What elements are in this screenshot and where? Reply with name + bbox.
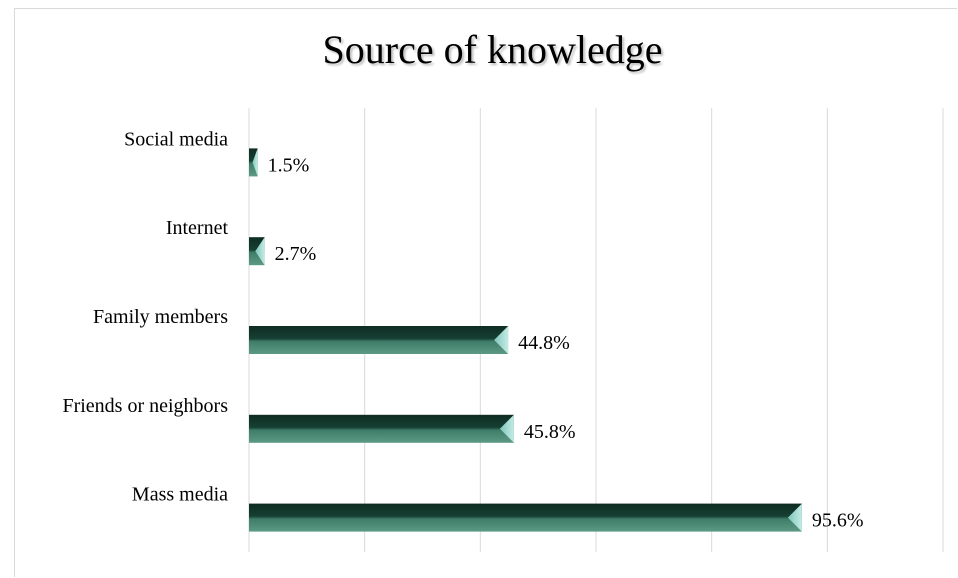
data-label: 44.8%: [518, 332, 570, 354]
bar-tip: [255, 237, 265, 266]
data-label: 1.5%: [268, 154, 310, 176]
bar-mass-media: [249, 503, 802, 532]
data-label: 45.8%: [524, 421, 576, 443]
category-label: Mass media: [132, 484, 228, 506]
data-label: 95.6%: [812, 510, 864, 532]
category-label: Friends or neighbors: [62, 395, 228, 417]
category-label: Family members: [93, 306, 228, 328]
category-label: Social media: [124, 128, 228, 150]
bar-tip: [499, 414, 514, 443]
bar-family-members: [249, 326, 509, 354]
bar-tip: [787, 503, 802, 532]
bar-friends-or-neighbors: [249, 414, 514, 443]
chart-frame: [14, 8, 957, 577]
category-label: Internet: [166, 217, 229, 239]
data-label: 2.7%: [275, 243, 317, 265]
chart-title: Source of knowledge: [322, 27, 663, 72]
bars: [249, 148, 802, 532]
labels: Social media 1.5% Internet 2.7% Family membe…: [62, 128, 863, 531]
bar-tip: [494, 326, 509, 354]
bar-tip: [252, 148, 258, 177]
